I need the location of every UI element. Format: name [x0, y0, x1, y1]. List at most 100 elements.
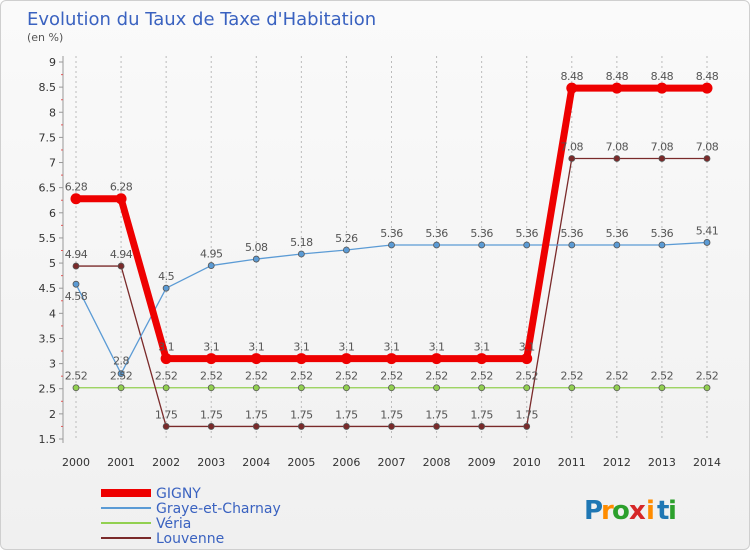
data-point [160, 353, 172, 365]
data-point [162, 423, 170, 430]
data-label: 3.1 [158, 341, 174, 354]
x-tick-label: 2001 [107, 456, 135, 469]
data-point [566, 82, 578, 94]
data-point [340, 353, 352, 365]
data-point [568, 241, 576, 249]
data-point [703, 384, 711, 392]
data-label: 7.08 [606, 141, 629, 154]
data-point [476, 353, 488, 365]
x-tick-label: 2011 [558, 456, 586, 469]
data-point [478, 384, 486, 392]
data-point [701, 82, 713, 94]
data-label: 4.94 [65, 248, 88, 261]
data-point [613, 155, 621, 162]
x-tick-label: 2007 [378, 456, 406, 469]
data-point [252, 423, 260, 430]
data-point [117, 370, 125, 378]
data-label: 3.1 [474, 341, 490, 354]
logo-letter: P [584, 496, 603, 526]
data-point [613, 241, 621, 249]
y-tick-label: 8 [49, 106, 56, 119]
x-tick-label: 2010 [513, 456, 541, 469]
data-label: 6.28 [65, 181, 88, 194]
data-label: 2.52 [651, 370, 674, 383]
data-label: 2.52 [696, 370, 719, 383]
proxiti-logo: Pro x i ti [584, 496, 677, 526]
data-point [70, 193, 82, 205]
data-label: 2.52 [110, 370, 133, 383]
data-label: 1.75 [515, 408, 538, 421]
data-label: 3.1 [248, 341, 264, 354]
data-label: 4.5 [158, 270, 174, 283]
data-point [297, 423, 305, 430]
data-point [656, 82, 668, 94]
data-label: 2.52 [155, 370, 178, 383]
data-point [568, 155, 576, 162]
data-point [703, 155, 711, 162]
y-tick-label: 1.5 [39, 433, 57, 446]
data-label: 5.36 [380, 227, 403, 240]
x-tick-label: 2008 [423, 456, 451, 469]
data-point [568, 384, 576, 392]
data-label: 8.48 [651, 70, 674, 83]
chart-title: Evolution du Taux de Taxe d'Habitation [27, 9, 376, 30]
data-label: 4.94 [110, 248, 133, 261]
data-point [433, 384, 440, 392]
data-point [433, 241, 440, 249]
data-point [703, 239, 711, 246]
logo-letter: o [612, 496, 630, 526]
x-tick-label: 2012 [603, 456, 631, 469]
data-point [205, 353, 217, 365]
y-tick-label: 9 [49, 56, 56, 69]
data-label: 2.52 [290, 370, 313, 383]
data-point [252, 384, 260, 392]
axis-layer: 1.5 2 2.5 3 3.5 4 4.5 5 5.5 6 6.5 7 7.5 8 8.5 9 2000 2001… [39, 56, 721, 469]
data-label: 3.1 [519, 341, 535, 354]
data-point [343, 384, 350, 392]
data-label: 1.75 [335, 408, 358, 421]
data-label: 3.1 [338, 341, 354, 354]
data-point [658, 241, 666, 249]
data-label: 8.48 [606, 70, 629, 83]
data-label: 5.36 [651, 227, 674, 240]
data-point [295, 353, 307, 365]
data-label: 5.41 [696, 224, 719, 237]
data-label: 3.1 [203, 341, 219, 354]
y-tick-label: 7.5 [39, 131, 57, 144]
data-label: 3.1 [429, 341, 445, 354]
data-label: 2.52 [335, 370, 358, 383]
data-point [297, 384, 305, 392]
data-label: 2.52 [425, 370, 448, 383]
y-tick-label: 3 [49, 358, 56, 371]
x-tick-label: 2014 [693, 456, 721, 469]
data-point [72, 280, 80, 288]
logo-letter: r [601, 496, 614, 526]
y-tick-label: 2.5 [39, 383, 57, 396]
logo-letter: t [657, 496, 669, 526]
data-point [207, 423, 215, 430]
data-point [386, 353, 397, 365]
data-point [658, 384, 666, 392]
data-point [523, 241, 531, 249]
data-point [431, 353, 443, 365]
data-label: 2.52 [245, 370, 268, 383]
data-point [611, 82, 623, 94]
data-point [162, 284, 170, 292]
data-point [523, 384, 531, 392]
data-point [343, 423, 350, 430]
data-label: 5.36 [425, 227, 448, 240]
x-tick-label: 2004 [242, 456, 270, 469]
x-tick-label: 2006 [332, 456, 360, 469]
data-label: 8.48 [696, 70, 719, 83]
data-point [252, 255, 260, 263]
y-tick-label: 8.5 [39, 81, 57, 94]
logo-letter: i [646, 496, 655, 526]
data-point [388, 423, 395, 430]
logo-letter: x [629, 496, 646, 526]
chart-subtitle: (en %) [27, 31, 63, 44]
x-tick-label: 2000 [62, 456, 90, 469]
data-point [478, 423, 486, 430]
y-tick-label: 7 [49, 157, 56, 170]
